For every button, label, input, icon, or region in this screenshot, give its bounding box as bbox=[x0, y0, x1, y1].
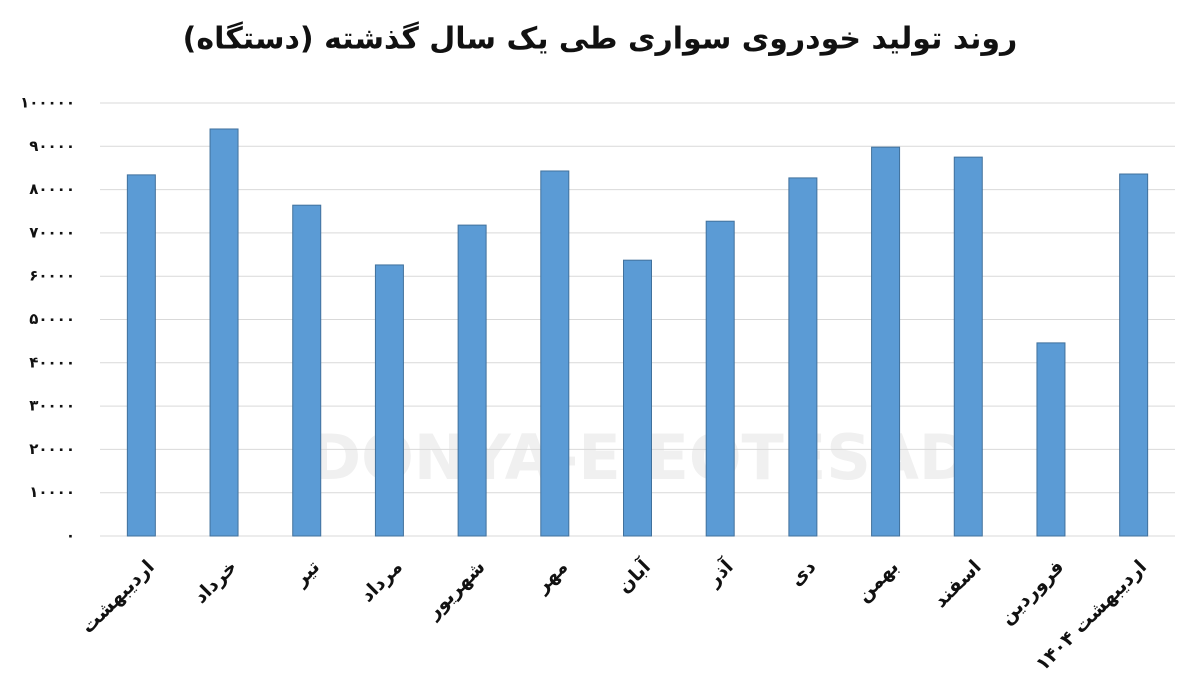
bar bbox=[126, 174, 156, 537]
bar bbox=[540, 170, 570, 537]
y-tick-label: ۸۰۰۰۰ bbox=[29, 180, 75, 198]
bar bbox=[1119, 173, 1149, 537]
y-tick-label: ۹۰۰۰۰ bbox=[29, 137, 75, 155]
bar bbox=[788, 177, 818, 537]
y-tick-label: ۰ bbox=[66, 527, 75, 545]
y-tick-label: ۱۰۰۰۰۰ bbox=[20, 94, 75, 112]
y-tick-label: ۳۰۰۰۰ bbox=[29, 397, 75, 415]
bar bbox=[457, 224, 487, 537]
y-tick-label: ۷۰۰۰۰ bbox=[29, 223, 75, 241]
bar bbox=[953, 156, 983, 537]
y-tick-label: ۱۰۰۰۰ bbox=[29, 483, 75, 501]
y-tick-label: ۵۰۰۰۰ bbox=[29, 310, 75, 328]
chart-title: روند تولید خودروی سواری طی یک سال گذشته … bbox=[183, 21, 1018, 57]
y-tick-label: ۴۰۰۰۰ bbox=[29, 353, 75, 371]
bar bbox=[374, 264, 404, 537]
bar bbox=[292, 204, 322, 537]
bar bbox=[705, 220, 735, 537]
bar bbox=[1036, 342, 1066, 537]
y-tick-label: ۶۰۰۰۰ bbox=[29, 267, 75, 285]
y-tick-label: ۲۰۰۰۰ bbox=[29, 440, 75, 458]
bar bbox=[209, 128, 239, 537]
bar bbox=[623, 259, 652, 537]
bar bbox=[871, 146, 901, 537]
